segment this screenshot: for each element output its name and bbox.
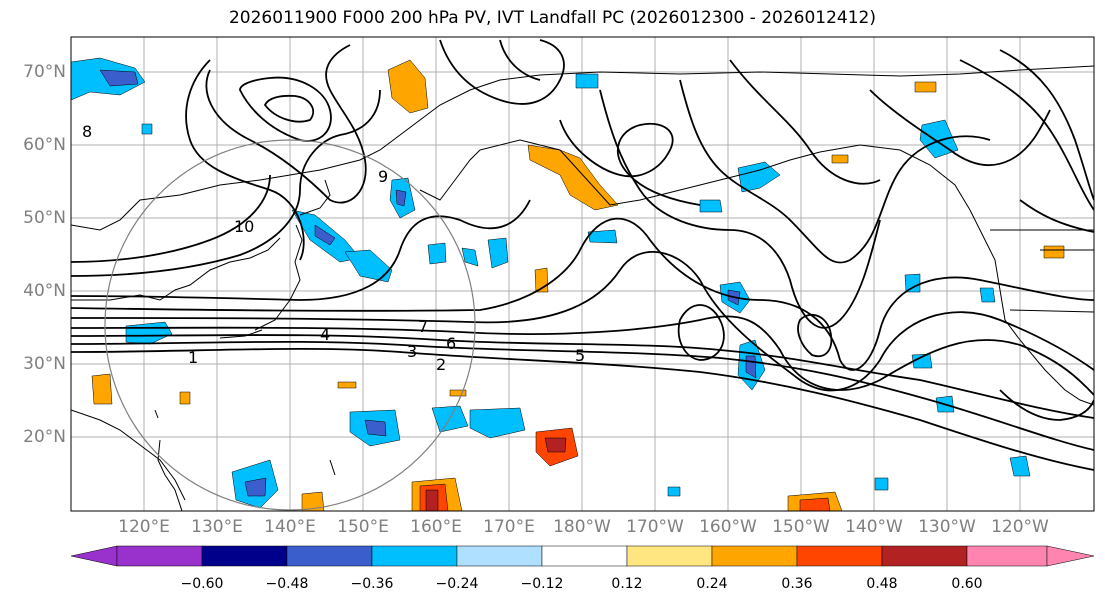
colorbar-box [796, 545, 883, 567]
lon-label: 150°E [337, 517, 389, 537]
contour-label: 4 [320, 325, 330, 344]
colorbar-box [626, 545, 713, 567]
lat-label: 40°N [23, 281, 66, 301]
colorbar-tick-label: 0.12 [611, 576, 643, 592]
lat-label: 60°N [23, 135, 66, 155]
lon-label: 130°E [191, 517, 243, 537]
range-circle [104, 139, 476, 511]
map-title: 2026011900 F000 200 hPa PV, IVT Landfall… [228, 8, 876, 28]
contour-label-group: 1 2 3 4 5 6 7 8 9 10 [82, 122, 585, 374]
lon-label: 120°W [991, 517, 1049, 537]
colorbar-tick-label: 0.36 [781, 576, 813, 592]
colorbar-tick-label: 0.60 [951, 576, 983, 592]
colorbar-tick-label: 0.48 [866, 576, 898, 592]
colorbar-tick-label: −0.24 [435, 576, 479, 592]
colorbar-tick-label: −0.48 [265, 576, 309, 592]
colorbar [70, 545, 1095, 567]
colorbar-box [371, 545, 458, 567]
colorbar-arrow-left [70, 545, 118, 567]
lon-label: 120°E [118, 517, 170, 537]
gridlines [71, 37, 1094, 511]
colorbar-box [881, 545, 968, 567]
contour-label: 9 [378, 167, 388, 186]
colorbar-box [711, 545, 798, 567]
lon-label: 180°W [553, 517, 611, 537]
lon-label: 130°W [918, 517, 976, 537]
colorbar-tick-label: −0.12 [520, 576, 564, 592]
colorbar-box [966, 545, 1048, 567]
colorbar-tick-label: −0.60 [180, 576, 224, 592]
colorbar-box [116, 545, 203, 567]
lat-label: 50°N [23, 208, 66, 228]
colorbar-tick-label: 0.24 [696, 576, 728, 592]
contour-label: 6 [446, 334, 456, 353]
colorbar-box [456, 545, 543, 567]
lat-label: 30°N [23, 354, 66, 374]
colorbar-tick-label: −0.36 [350, 576, 394, 592]
pv-contours [71, 39, 1094, 471]
contour-label: 3 [407, 342, 417, 361]
colorbar-box [286, 545, 373, 567]
colorbar-box [541, 545, 628, 567]
lat-label: 20°N [23, 427, 66, 447]
contour-label: 1 [188, 348, 198, 367]
lat-label: 70°N [23, 62, 66, 82]
map-frame [70, 36, 1095, 512]
contour-label: 8 [82, 122, 92, 141]
lon-label: 160°W [699, 517, 757, 537]
colorbar-arrow-right [1046, 545, 1095, 567]
lon-label: 170°W [626, 517, 684, 537]
contour-label: 2 [436, 355, 446, 374]
ivt-shading [71, 57, 1065, 511]
lon-label: 140°W [845, 517, 903, 537]
lon-label: 160°E [410, 517, 462, 537]
lon-label: 150°W [772, 517, 830, 537]
contour-label: 5 [575, 346, 585, 365]
lon-label: 140°E [264, 517, 316, 537]
contour-label: 7 [418, 317, 428, 336]
lon-label: 170°E [483, 517, 535, 537]
colorbar-box [201, 545, 288, 567]
contour-label: 10 [234, 217, 254, 236]
